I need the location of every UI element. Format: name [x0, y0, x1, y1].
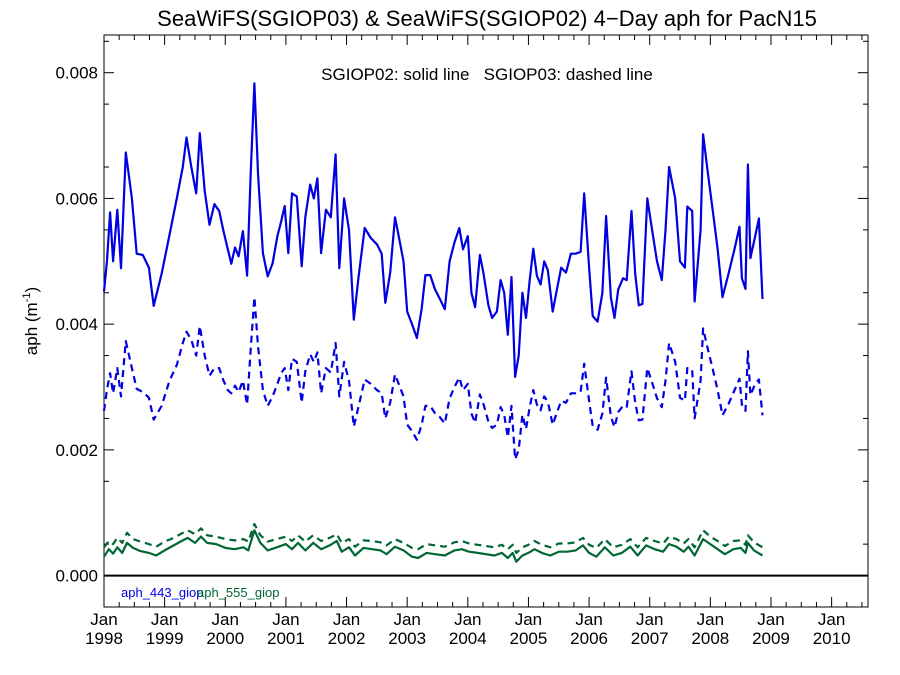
x-tick-year: 2000 [206, 629, 244, 648]
series-group [102, 82, 764, 563]
x-tick-year: 2002 [328, 629, 366, 648]
y-tick-label: 0.000 [55, 567, 98, 586]
y-tick-label: 0.004 [55, 315, 98, 334]
x-tick-year: 2004 [449, 629, 487, 648]
x-tick-year: 2010 [813, 629, 851, 648]
x-tick-year: 2005 [510, 629, 548, 648]
x-tick-year: 1998 [85, 629, 123, 648]
x-tick-month: Jan [212, 610, 239, 629]
x-tick-month: Jan [575, 610, 602, 629]
legend-label: aph_555_giop [197, 585, 279, 600]
x-tick-month: Jan [818, 610, 845, 629]
x-axis: Jan1998Jan1999Jan2000Jan2001Jan2002Jan20… [85, 35, 863, 648]
series-line-aph_555_giop-solid [103, 529, 764, 563]
x-tick-month: Jan [272, 610, 299, 629]
x-tick-month: Jan [151, 610, 178, 629]
x-tick-month: Jan [636, 610, 663, 629]
y-tick-label: 0.008 [55, 64, 98, 83]
x-tick-year: 2001 [267, 629, 305, 648]
series-line-aph_555_giop-dashed [103, 522, 764, 554]
line-style-note: SGIOP02: solid line SGIOP03: dashed line [321, 65, 653, 84]
y-axis: 0.000 0.002 0.004 0.006 0.008 [55, 40, 868, 586]
x-tick-month: Jan [393, 610, 420, 629]
x-tick-year: 1999 [146, 629, 184, 648]
y-axis-label: aph (m-1) [21, 287, 41, 355]
x-tick-month: Jan [515, 610, 542, 629]
y-axis-label-close: ) [22, 287, 41, 293]
x-tick-month: Jan [697, 610, 724, 629]
chart-title: SeaWiFS(SGIOP03) & SeaWiFS(SGIOP02) 4−Da… [157, 6, 817, 31]
legend-label: aph_443_giop [121, 585, 203, 600]
x-tick-year: 2007 [631, 629, 669, 648]
y-tick-label: 0.002 [55, 441, 98, 460]
x-tick-month: Jan [333, 610, 360, 629]
plot-frame [103, 34, 869, 608]
y-tick-label: 0.006 [55, 189, 98, 208]
x-tick-year: 2003 [388, 629, 426, 648]
x-tick-month: Jan [90, 610, 117, 629]
series-line-aph_443_giop-dashed [102, 296, 764, 461]
x-tick-year: 2009 [752, 629, 790, 648]
x-tick-year: 2008 [691, 629, 729, 648]
y-axis-label-text: aph (m [22, 302, 41, 355]
x-tick-month: Jan [454, 610, 481, 629]
series-line-aph_443_giop-solid [102, 82, 764, 378]
x-tick-year: 2006 [570, 629, 608, 648]
x-tick-month: Jan [757, 610, 784, 629]
y-axis-label-unit: -1 [21, 292, 33, 302]
